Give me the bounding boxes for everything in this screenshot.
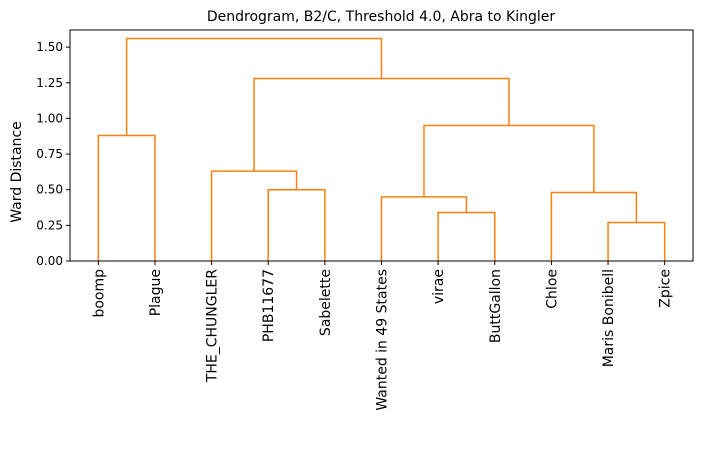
leaf-label: boomp [91, 269, 107, 318]
chart-title: Dendrogram, B2/C, Threshold 4.0, Abra to… [207, 9, 556, 25]
leaf-label: Plague [148, 269, 164, 316]
dendrogram-link-1 [97, 134, 156, 261]
y-tick-label: 1.25 [36, 76, 63, 90]
leaf-label: Wanted in 49 States [375, 269, 391, 411]
dendrogram-links [97, 37, 666, 261]
y-tick-label: 1.00 [36, 111, 63, 125]
leaf-label: Zpice [658, 269, 674, 308]
dendrogram-link-2 [267, 188, 326, 261]
y-tick-label: 0.25 [36, 218, 63, 232]
x-axis: boomp Plague THE_CHUNGLER PHB11677 Sabelette… [91, 261, 674, 411]
leaf-label: THE_CHUNGLER [205, 269, 221, 383]
dendrogram-link-4 [437, 211, 496, 261]
y-tick-label: 0.00 [36, 254, 63, 268]
plot-frame [69, 29, 694, 262]
leaf-label: Sabelette [318, 269, 334, 336]
y-axis: 0.00 0.25 0.50 0.75 1.00 1.25 1.50 [36, 40, 70, 268]
dendrogram-link-9 [253, 77, 510, 172]
leaf-label: Maris Bonibell [601, 269, 617, 367]
y-tick-label: 1.50 [36, 40, 63, 54]
leaf-label: Chloe [544, 269, 560, 309]
y-tick-label: 0.50 [36, 183, 63, 197]
dendrogram-link-10 [125, 37, 383, 136]
dendrogram-link-7 [550, 191, 638, 261]
y-tick-label: 0.75 [36, 147, 63, 161]
leaf-label: PHB11677 [261, 269, 277, 342]
y-axis-label: Ward Distance [9, 121, 25, 223]
leaf-label: virae [431, 269, 447, 304]
leaf-label: ButtGallon [488, 269, 504, 343]
dendrogram-link-3 [210, 170, 298, 261]
